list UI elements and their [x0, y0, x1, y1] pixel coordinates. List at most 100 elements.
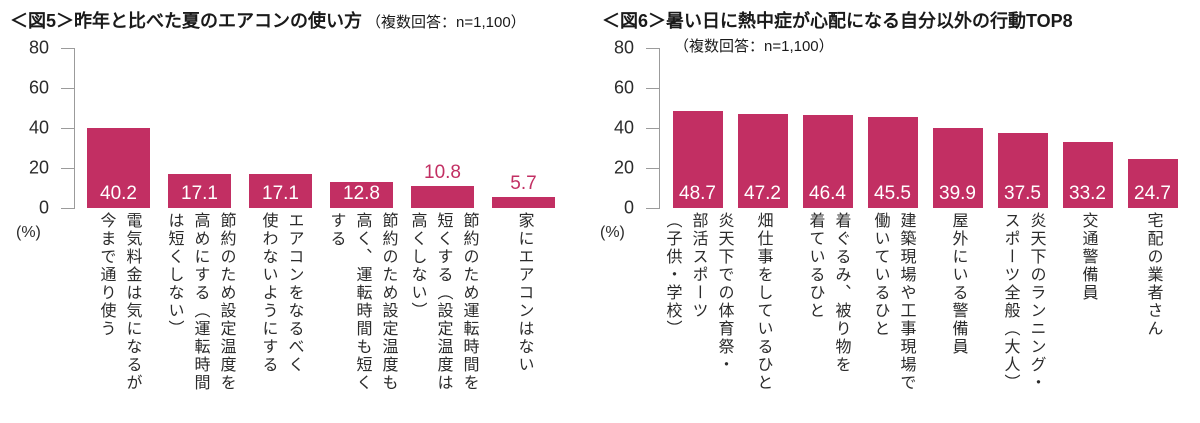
bar: 12.8 [330, 182, 393, 208]
y-axis-tick-label: 80 [28, 37, 49, 58]
bar-column: 48.7 [665, 110, 730, 208]
bar-column: 47.2 [730, 113, 795, 208]
bar-value-label: 37.5 [1004, 183, 1041, 204]
y-axis-tick-mark [61, 128, 75, 129]
bar-value-label: 10.8 [424, 162, 461, 184]
bar [492, 196, 555, 208]
chart-fig5: ＜図5＞昨年と比べた夏のエアコンの使い方 （複数回答：n=1,100） 0 20 40… [0, 0, 592, 423]
bar: 37.5 [997, 133, 1048, 208]
bar-column: 39.9 [925, 128, 990, 208]
category-label-text: 電気料金は気になるが 今まで通り使う [97, 212, 141, 392]
y-axis-tick-label: 60 [613, 77, 634, 98]
category-label-text: 畑仕事をしているひと [754, 212, 772, 392]
chart-fig5-category-axis: 電気料金は気になるが 今まで通り使う 節約のため設定温度を 高めにする（運転時間 … [78, 212, 564, 418]
bar-value-label: 40.2 [100, 183, 137, 204]
category-label: 交通警備員 [1055, 212, 1120, 418]
category-label-text: 節約のため設定温度を 高めにする（運転時間 は短くしない） [165, 212, 235, 392]
bar-column: 17.1 [240, 173, 321, 208]
chart-fig6-category-axis: 炎天下での体育祭・ 部活スポーツ （子供・学校） 畑仕事をしているひと 着ぐるみ、被… [664, 212, 1185, 418]
category-label: 炎天下のランニング・ スポーツ全般（大人） [990, 212, 1055, 418]
chart-fig5-y-axis: 0 20 40 60 80 [0, 38, 75, 218]
bar-column: 37.5 [990, 133, 1055, 208]
bar-column: 40.2 [78, 127, 159, 208]
chart-fig5-title-block: ＜図5＞昨年と比べた夏のエアコンの使い方 （複数回答：n=1,100） [10, 7, 526, 33]
y-axis-tick-mark [61, 168, 75, 169]
bar: 45.5 [867, 117, 918, 208]
bar-column: 17.1 [159, 173, 240, 208]
y-axis-tick-label: 80 [613, 37, 634, 58]
chart-fig6-bars-group: 48.7 47.2 46.4 45.5 39.9 37.5 33.2 24.7 [665, 110, 1185, 208]
bar-value-label: 47.2 [744, 183, 781, 204]
bar-column: 24.7 [1120, 158, 1185, 208]
chart-fig6-y-axis: 0 20 40 60 80 [592, 38, 660, 218]
category-label-text: 建築現場や工事現場で 働いているひと [871, 212, 915, 392]
category-label-text: 節約のため設定温度も 高く、運転時間も短く する [327, 212, 397, 392]
category-label: 節約のため設定温度を 高めにする（運転時間 は短くしない） [159, 212, 240, 418]
bar-value-label: 24.7 [1134, 183, 1171, 204]
chart-fig6-subtitle: （複数回答：n=1,100） [674, 38, 834, 55]
bar: 40.2 [87, 127, 150, 208]
y-axis-tick-label: 0 [623, 197, 634, 218]
y-axis-tick-mark [646, 208, 660, 209]
chart-fig5-plot-area: 0 20 40 60 80 40.2 17.1 17.1 12.8 10.8 5.7 [0, 38, 592, 218]
category-label-text: 宅配の業者さん [1144, 212, 1162, 338]
category-label: 屋外にいる警備員 [925, 212, 990, 418]
category-label: 節約のため運転時間を 短くする（設定温度は 高くしない） [402, 212, 483, 418]
category-label: 畑仕事をしているひと [730, 212, 795, 418]
chart-fig6-plot-area: 0 20 40 60 80 48.7 47.2 46.4 45.5 39.9 37.5 33.2 24… [592, 38, 1200, 218]
y-axis-tick-mark [646, 88, 660, 89]
bar-column: 33.2 [1055, 141, 1120, 208]
bar: 33.2 [1062, 141, 1113, 208]
category-label-text: 交通警備員 [1079, 212, 1097, 302]
category-label-text: 炎天下での体育祭・ 部活スポーツ （子供・学校） [663, 212, 733, 374]
category-label-text: 着ぐるみ、被り物を 着ているひと [806, 212, 850, 374]
y-axis-tick-mark [646, 168, 660, 169]
bar: 47.2 [737, 113, 788, 208]
bar-column: 45.5 [860, 117, 925, 208]
bar-value-label: 48.7 [679, 183, 716, 204]
y-axis-tick-mark [646, 128, 660, 129]
bar-value-label: 17.1 [181, 183, 218, 204]
bar-column: 12.8 [321, 182, 402, 208]
y-axis-tick-mark [646, 48, 660, 49]
bar-column: 10.8 [402, 163, 483, 208]
bar-value-label: 17.1 [262, 183, 299, 204]
bar: 39.9 [932, 128, 983, 208]
bar: 17.1 [249, 173, 312, 208]
bar: 24.7 [1127, 158, 1178, 208]
category-label: 宅配の業者さん [1120, 212, 1185, 418]
category-label: 着ぐるみ、被り物を 着ているひと [795, 212, 860, 418]
bar: 17.1 [168, 173, 231, 208]
y-axis-tick-mark [61, 208, 75, 209]
bar: 46.4 [802, 115, 853, 208]
chart-fig5-unit-label: (%) [16, 224, 41, 241]
y-axis-tick-label: 20 [613, 157, 634, 178]
category-label-text: 家にエアコンはない [515, 212, 533, 374]
chart-fig6-title-block: ＜図6＞暑い日に熱中症が心配になる自分以外の行動TOP8 （複数回答：n=1,10… [602, 7, 1073, 56]
bar-value-label: 39.9 [939, 183, 976, 204]
y-axis-tick-label: 60 [28, 77, 49, 98]
chart-fig6-title: ＜図6＞暑い日に熱中症が心配になる自分以外の行動TOP8 [602, 11, 1073, 31]
category-label: 電気料金は気になるが 今まで通り使う [78, 212, 159, 418]
bar-value-label: 46.4 [809, 183, 846, 204]
y-axis-tick-label: 0 [38, 197, 49, 218]
category-label: 建築現場や工事現場で 働いているひと [860, 212, 925, 418]
category-label-text: 屋外にいる警備員 [949, 212, 967, 356]
chart-fig5-bars-group: 40.2 17.1 17.1 12.8 10.8 5.7 [78, 127, 564, 208]
bar-column: 46.4 [795, 115, 860, 208]
category-label-text: 炎天下のランニング・ スポーツ全般（大人） [1001, 212, 1045, 392]
chart-fig5-subtitle: （複数回答：n=1,100） [366, 14, 526, 31]
bar-value-label: 5.7 [510, 172, 537, 194]
category-label-text: 節約のため運転時間を 短くする（設定温度は 高くしない） [408, 212, 478, 392]
chart-fig6-unit-label: (%) [600, 224, 625, 241]
chart-fig5-title: ＜図5＞昨年と比べた夏のエアコンの使い方 [10, 11, 363, 31]
y-axis-tick-mark [61, 48, 75, 49]
bar [411, 186, 474, 208]
category-label: 節約のため設定温度も 高く、運転時間も短く する [321, 212, 402, 418]
bar-value-label: 12.8 [343, 183, 380, 204]
category-label: 炎天下での体育祭・ 部活スポーツ （子供・学校） [664, 212, 733, 418]
bar-value-label: 45.5 [874, 183, 911, 204]
category-label-text: エアコンをなるべく 使わないようにする [259, 212, 303, 374]
bar: 48.7 [672, 110, 723, 208]
bar-column: 5.7 [483, 172, 564, 208]
